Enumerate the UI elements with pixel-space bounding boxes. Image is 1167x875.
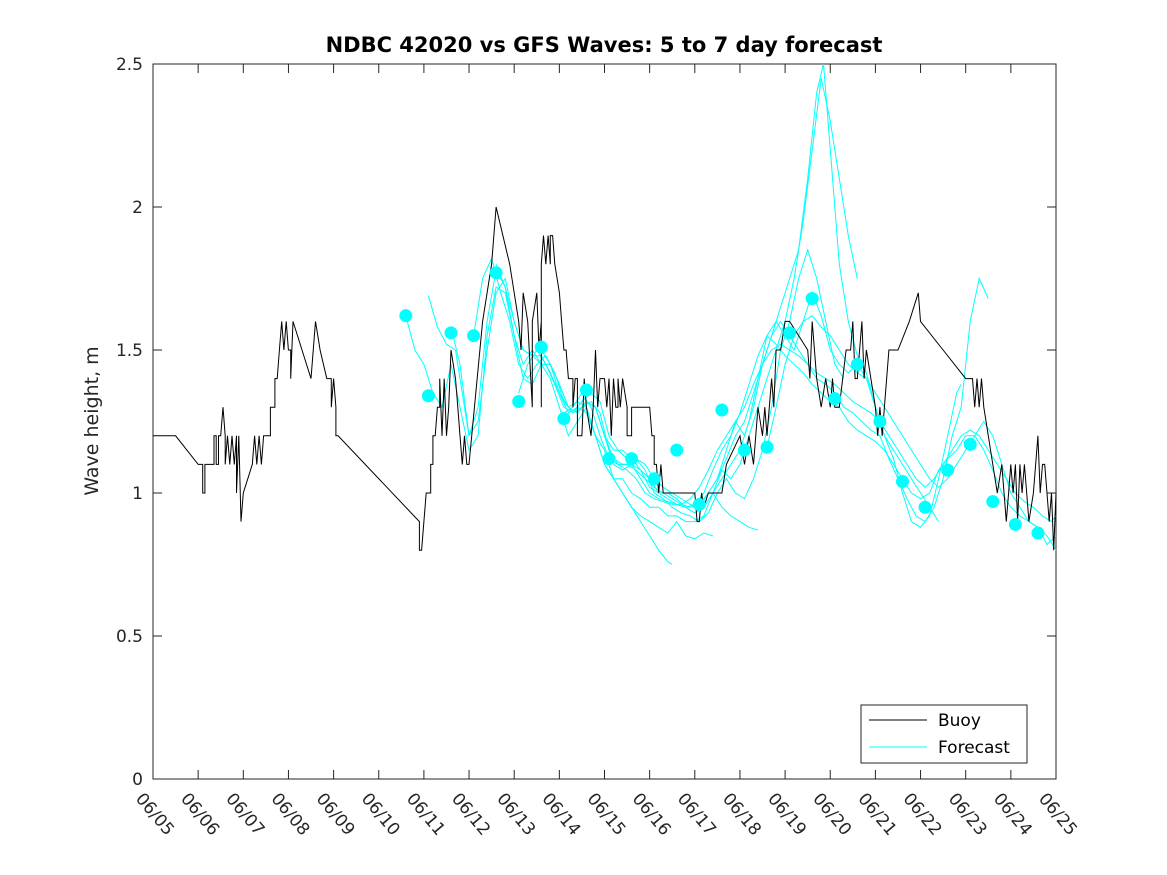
- series-layer: [153, 63, 1057, 565]
- forecast-marker: [467, 329, 481, 343]
- forecast-marker: [625, 452, 639, 466]
- legend-box: [860, 704, 1028, 764]
- forecast-marker: [986, 495, 1000, 509]
- y-tick-label: 1: [132, 484, 143, 504]
- forecast-marker: [850, 357, 864, 371]
- forecast-marker: [444, 326, 458, 340]
- y-tick-label: 0.5: [116, 627, 143, 647]
- axes-box: [152, 63, 1057, 780]
- forecast-marker: [895, 475, 909, 489]
- forecast-marker: [692, 497, 706, 511]
- forecast-line-9: [586, 334, 1057, 546]
- forecast-line-10: [608, 343, 1057, 523]
- forecast-marker: [512, 394, 526, 408]
- forecast-marker: [1008, 517, 1022, 531]
- chart-title: NDBC 42020 vs GFS Waves: 5 to 7 day fore…: [326, 33, 883, 57]
- forecast-line-3: [450, 268, 759, 531]
- forecast-marker: [828, 392, 842, 406]
- forecast-marker: [715, 403, 729, 417]
- forecast-marker: [647, 472, 661, 486]
- y-axis-label: Wave height, m: [81, 346, 103, 495]
- forecast-marker: [421, 389, 435, 403]
- y-tick-label: 1.5: [116, 341, 143, 361]
- forecast-marker: [918, 500, 932, 514]
- forecast-marker: [489, 266, 503, 280]
- forecast-line-11: [766, 315, 1057, 551]
- y-tick-label: 2.5: [116, 55, 143, 75]
- forecast-marker: [399, 309, 413, 323]
- forecast-marker: [783, 326, 797, 340]
- forecast-marker: [963, 437, 977, 451]
- y-tick-label: 2: [132, 198, 143, 218]
- forecast-marker: [602, 452, 616, 466]
- forecast-marker: [873, 415, 887, 428]
- forecast-marker: [760, 440, 774, 454]
- forecast-marker: [737, 443, 751, 457]
- y-tick-label: 0: [132, 770, 143, 790]
- forecast-marker: [1031, 526, 1045, 540]
- forecast-marker: [805, 292, 819, 306]
- forecast-marker: [579, 383, 593, 397]
- y-axis: 0 0.5 1 1.5 2 2.5: [116, 55, 1056, 790]
- forecast-marker: [534, 340, 548, 354]
- forecast-marker: [557, 412, 571, 426]
- legend-forecast-label: Forecast: [938, 738, 1010, 758]
- forecast-marker: [670, 443, 684, 457]
- forecast-marker: [941, 463, 955, 477]
- legend-buoy-label: Buoy: [938, 711, 981, 731]
- legend: Buoy Forecast: [860, 704, 1028, 764]
